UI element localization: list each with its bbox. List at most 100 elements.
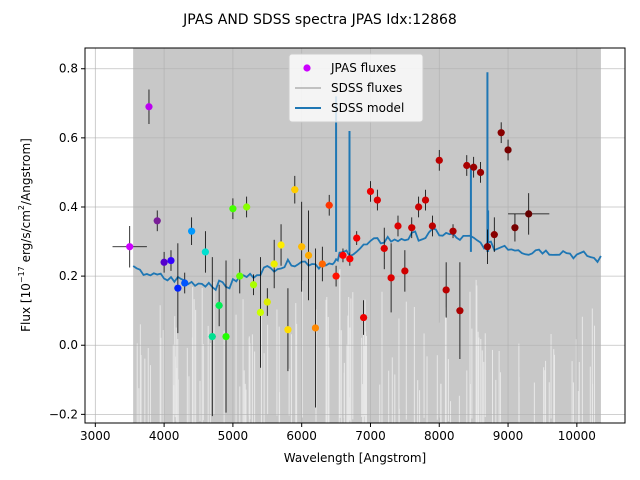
jpas-flux-point <box>284 288 292 372</box>
jpas-flux-marker <box>511 224 519 232</box>
jpas-flux-marker <box>476 168 485 177</box>
x-tick-label: 10000 <box>558 429 596 443</box>
jpas-flux-marker <box>339 251 347 259</box>
jpas-flux-point <box>394 215 402 237</box>
x-tick-label: 7000 <box>355 429 386 443</box>
jpas-flux-point <box>490 217 498 252</box>
jpas-flux-point <box>167 250 175 271</box>
jpas-flux-marker <box>380 244 388 253</box>
jpas-flux-marker <box>456 307 464 315</box>
legend-box <box>288 53 424 123</box>
jpas-flux-marker <box>208 332 216 341</box>
jpas-flux-point <box>318 246 326 282</box>
jpas-flux-point <box>236 258 244 294</box>
jpas-flux-point <box>435 149 443 171</box>
jpas-flux-point <box>181 272 189 294</box>
jpas-flux-marker <box>298 243 306 251</box>
jpas-flux-marker <box>270 260 278 268</box>
jpas-flux-marker <box>435 156 443 164</box>
jpas-flux-point <box>160 251 168 273</box>
jpas-flux-point <box>346 251 354 266</box>
jpas-flux-point <box>215 284 223 327</box>
jpas-flux-point <box>428 215 436 237</box>
legend-swatch-jpas <box>303 64 311 72</box>
y-axis-label-units: erg/s/cm <box>19 210 33 266</box>
jpas-flux-point <box>243 196 251 218</box>
jpas-flux-marker <box>394 222 402 230</box>
jpas-flux-marker <box>304 251 313 259</box>
jpas-flux-point <box>470 156 478 178</box>
jpas-flux-marker <box>366 187 375 196</box>
jpas-flux-point <box>201 231 209 273</box>
jpas-flux-point <box>508 193 550 235</box>
jpas-flux-marker <box>236 272 244 280</box>
y-axis: −0.2 0.0 0.2 0.4 0.6 0.8 <box>49 62 85 421</box>
y-tick-label: 0.6 <box>59 131 78 145</box>
jpas-flux-point <box>359 300 368 335</box>
jpas-flux-marker <box>346 255 354 263</box>
jpas-flux-marker <box>401 267 409 275</box>
jpas-flux-point <box>401 250 409 292</box>
jpas-flux-point <box>366 181 375 202</box>
x-axis-label: Wavelength [Angstrom] <box>284 451 426 465</box>
jpas-flux-marker <box>153 217 161 225</box>
jpas-flux-point <box>463 155 471 176</box>
jpas-flux-point <box>373 189 381 211</box>
jpas-flux-point <box>208 257 216 417</box>
jpas-flux-marker <box>145 103 153 111</box>
jpas-flux-marker <box>463 161 471 170</box>
jpas-flux-marker <box>332 272 340 280</box>
jpas-flux-point <box>483 229 492 265</box>
y-axis-label: Flux [10−17 erg/s/cm2/Angstrom] <box>17 138 33 332</box>
jpas-flux-point <box>339 248 347 263</box>
jpas-flux-point <box>449 224 457 239</box>
jpas-flux-marker <box>353 234 361 242</box>
jpas-flux-point <box>188 217 196 246</box>
x-tick-label: 3000 <box>80 429 111 443</box>
jpas-flux-marker <box>483 243 492 251</box>
y-tick-label: 0.4 <box>59 200 78 214</box>
jpas-flux-point <box>304 210 313 301</box>
jpas-flux-point <box>332 265 340 287</box>
plot-frame <box>84 47 626 424</box>
jpas-flux-point <box>511 213 519 242</box>
jpas-flux-marker <box>243 203 251 211</box>
x-tick-label: 9000 <box>493 429 524 443</box>
jpas-flux-point <box>298 201 306 292</box>
jpas-flux-point <box>277 224 285 266</box>
y-tick-label: 0.8 <box>59 62 78 76</box>
jpas-flux-marker <box>167 256 175 265</box>
jpas-flux-marker <box>359 313 368 322</box>
jpas-flux-marker <box>387 274 395 282</box>
x-tick-label: 8000 <box>424 429 455 443</box>
jpas-flux-marker <box>504 146 512 154</box>
jpas-flux-marker <box>421 196 430 204</box>
jpas-flux-marker <box>229 205 237 213</box>
jpas-flux-point <box>291 175 299 204</box>
x-tick-label: 6000 <box>286 429 317 443</box>
jpas-flux-marker <box>284 326 292 334</box>
jpas-flux-point <box>112 225 147 268</box>
jpas-flux-point <box>222 260 230 413</box>
jpas-flux-marker <box>291 186 299 194</box>
jpas-flux-marker <box>277 241 285 249</box>
legend-label: SDSS model <box>331 101 404 115</box>
jpas-flux-marker <box>188 227 196 235</box>
jpas-flux-point <box>497 122 505 144</box>
y-axis-label-suffix: /Angstrom] <box>19 138 33 205</box>
jpas-flux-point <box>311 248 320 408</box>
jpas-flux-marker <box>442 286 450 294</box>
jpas-flux-marker <box>201 248 209 256</box>
jpas-flux-marker <box>174 284 182 292</box>
x-axis: 3000 4000 5000 6000 7000 8000 9000 10000 <box>80 423 596 443</box>
jpas-flux-point <box>421 189 430 211</box>
jpas-flux-point <box>263 288 271 316</box>
x-tick-label: 5000 <box>218 429 249 443</box>
jpas-flux-marker <box>428 222 436 230</box>
jpas-flux-marker <box>256 308 265 317</box>
jpas-flux-point <box>145 89 153 125</box>
jpas-flux-marker <box>263 298 271 306</box>
jpas-flux-marker <box>318 260 326 268</box>
y-axis-label-exponent: −17 <box>17 266 26 283</box>
